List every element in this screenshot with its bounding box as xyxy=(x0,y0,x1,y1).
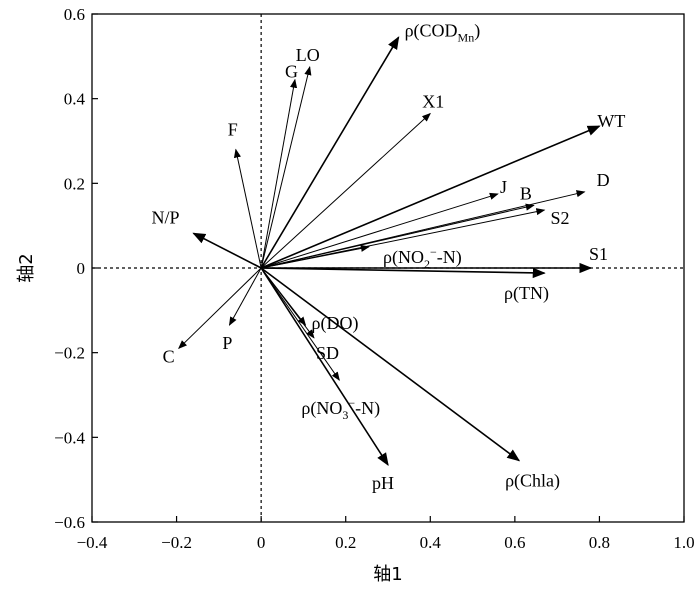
label-sd: SD xyxy=(316,343,339,363)
vector-cod-mn xyxy=(260,36,400,269)
y-tick-label: 0.4 xyxy=(64,90,86,109)
vector-c xyxy=(178,267,262,350)
label-wt: WT xyxy=(597,111,625,131)
label-no2-n: ρ(NO2−-N) xyxy=(383,245,462,271)
vector-arrows xyxy=(178,36,601,466)
y-tick-label: 0.6 xyxy=(64,5,85,24)
label-f: F xyxy=(228,119,238,139)
vector-f xyxy=(233,148,262,269)
x-tick-label: 0.8 xyxy=(589,533,610,552)
x-tick-label: −0.2 xyxy=(161,533,192,552)
y-axis-title: 轴2 xyxy=(16,253,37,282)
label-b: B xyxy=(520,183,532,203)
label-p: P xyxy=(222,333,232,353)
label-g: G xyxy=(285,62,298,82)
label-do: ρ(DO) xyxy=(312,313,359,334)
label-lo: LO xyxy=(296,45,320,65)
vector-d xyxy=(261,190,586,269)
vector-no2-n xyxy=(261,244,370,269)
vector-labels: ρ(CODMn) WT S1 ρ(TN) ρ(Chla) pH N/P C P F GLO X1 J B D… xyxy=(151,20,625,493)
vector-sd xyxy=(260,267,315,339)
label-x1: X1 xyxy=(422,91,444,111)
label-d: D xyxy=(597,170,610,190)
vector-no3-n xyxy=(260,267,340,381)
vector-lo xyxy=(260,66,312,269)
label-c: C xyxy=(163,346,175,366)
label-tn: ρ(TN) xyxy=(504,283,549,304)
label-s2: S2 xyxy=(550,208,569,228)
vector-x1 xyxy=(260,112,431,269)
vector-n-p xyxy=(192,232,262,269)
x-tick-label: −0.4 xyxy=(77,533,108,552)
x-axis-title: 轴1 xyxy=(373,564,402,585)
vector-chla xyxy=(260,267,521,462)
label-ph: pH xyxy=(372,473,394,493)
y-tick-label: 0 xyxy=(77,259,86,278)
y-tick-label: −0.2 xyxy=(54,344,85,363)
axis-ticks: −0.4 −0.2 0 0.2 0.4 0.6 0.8 1.0 0.6 0.4 0.2 0 −0.2 −0… xyxy=(54,5,694,552)
label-j: J xyxy=(500,177,507,197)
label-s1: S1 xyxy=(589,244,608,264)
x-tick-label: 1.0 xyxy=(673,533,694,552)
y-tick-label: −0.6 xyxy=(54,513,85,532)
label-cod-mn: ρ(CODMn) xyxy=(405,20,481,44)
x-tick-label: 0 xyxy=(257,533,266,552)
vector-j xyxy=(260,192,499,269)
label-no3-n: ρ(NO3−-N) xyxy=(301,396,380,422)
label-n-p: N/P xyxy=(151,207,179,227)
y-tick-label: −0.4 xyxy=(54,428,85,447)
vector-wt xyxy=(260,125,601,269)
vector-tn xyxy=(261,267,546,279)
y-tick-label: 0.2 xyxy=(64,174,85,193)
x-tick-label: 0.2 xyxy=(335,533,356,552)
vector-p xyxy=(228,267,262,326)
vector-ph xyxy=(260,267,389,466)
x-tick-label: 0.4 xyxy=(420,533,442,552)
label-chla: ρ(Chla) xyxy=(505,471,560,492)
x-tick-label: 0.6 xyxy=(504,533,525,552)
vector-g xyxy=(260,78,298,269)
